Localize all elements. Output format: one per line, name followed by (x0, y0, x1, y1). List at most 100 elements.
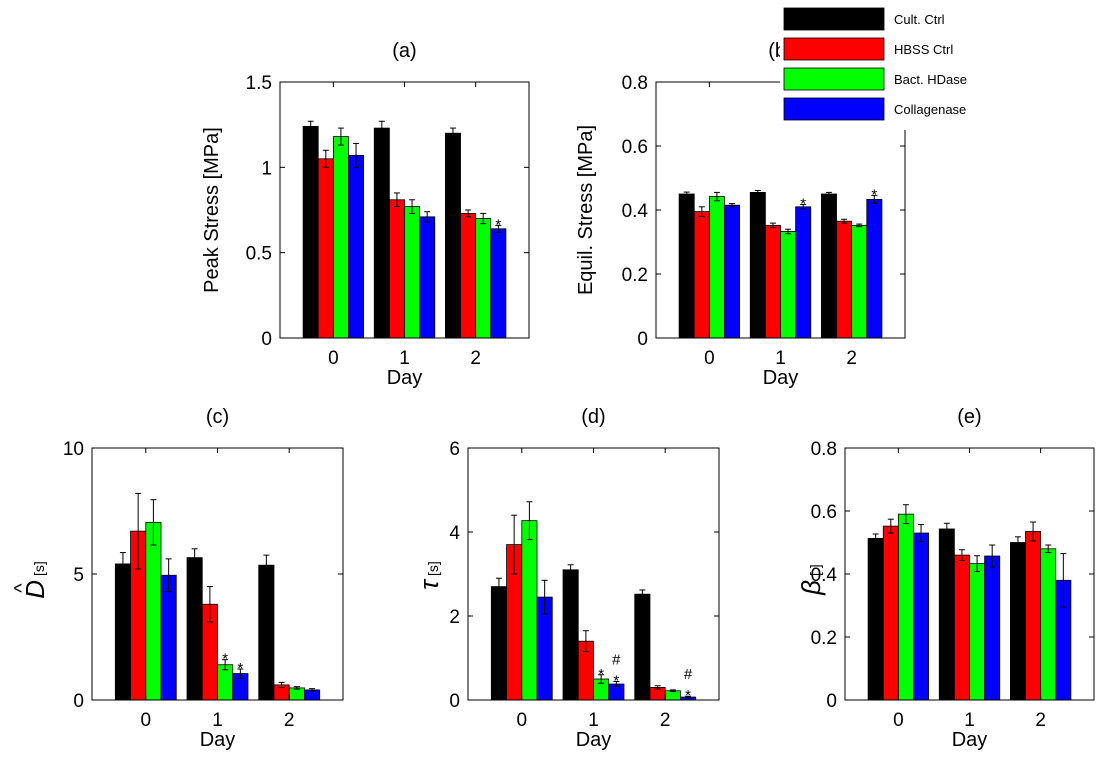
bar-cult-ctrl-day-1 (562, 569, 579, 701)
y-axis-label: τ [s] (414, 561, 444, 590)
y-tick-label: 0.4 (622, 201, 649, 222)
bar-cult-ctrl-day-2 (258, 564, 275, 701)
y-axis-unit: [s] (31, 561, 47, 576)
bar-hbss-ctrl-day-2 (1025, 531, 1042, 701)
bar-collagenase-day-0 (160, 574, 177, 701)
y-tick-label: 6 (449, 439, 460, 460)
x-tick-label: 0 (704, 348, 715, 369)
bar-collagenase-day-0 (724, 204, 740, 339)
bar-collagenase-day-2 (866, 199, 883, 339)
bar-collagenase-day-0 (348, 154, 364, 339)
bar-bact-hdase-day-2 (664, 690, 681, 701)
x-tick-label: 2 (846, 348, 857, 369)
y-tick-label: 0 (73, 691, 84, 712)
y-axis-label: D^ [s] (11, 561, 50, 599)
bar-bact-hdase-day-0 (521, 520, 538, 701)
y-axis-label: Equil. Stress [MPa] (575, 125, 597, 295)
bar-cult-ctrl-day-2 (1010, 542, 1026, 701)
y-tick-label: 5 (73, 565, 84, 586)
y-axis-symbol: τ (414, 578, 444, 590)
bar-bact-hdase-day-1 (969, 563, 986, 701)
bar-collagenase-day-1 (419, 216, 436, 339)
legend-entry: Cult. Ctrl (894, 12, 945, 27)
legend-swatch (783, 67, 885, 91)
y-tick-label: 1.5 (246, 73, 272, 94)
bar-hbss-ctrl-day-0 (317, 158, 334, 339)
bar-bact-hdase-day-2 (475, 218, 492, 339)
bar-hbss-ctrl-day-1 (953, 554, 970, 701)
bar-cult-ctrl-day-0 (867, 538, 884, 701)
bar-hbss-ctrl-day-0 (693, 211, 710, 339)
bar-cult-ctrl-day-2 (634, 593, 651, 701)
x-axis-label: Day (952, 729, 988, 751)
bar-bact-hdase-day-0 (708, 196, 725, 339)
bar-collagenase-day-0 (913, 532, 929, 701)
plots-group: * 0 0.5 1 1.5 0 1 2 Day (a) Peak Stress [MPa] * * 0 0.… (11, 40, 1095, 751)
y-tick-label: 0.8 (811, 439, 837, 460)
bar-cult-ctrl-day-1 (186, 557, 203, 701)
x-tick-label: 1 (964, 710, 975, 731)
bar-cult-ctrl-day-0 (490, 586, 507, 701)
y-axis-symbol: D (20, 580, 50, 599)
legend-swatch (783, 37, 885, 61)
y-tick-label: 0.6 (811, 502, 837, 523)
x-tick-label: 2 (284, 710, 295, 731)
significance-marker: * (685, 687, 691, 704)
bar-cult-ctrl-day-1 (749, 191, 766, 339)
bar-collagenase-day-1 (795, 206, 812, 339)
bar-cult-ctrl-day-1 (938, 528, 955, 701)
y-tick-label: 1 (261, 158, 272, 179)
bar-bact-hdase-day-0 (145, 521, 162, 701)
x-tick-label: 1 (588, 710, 599, 731)
x-axis-label: Day (763, 367, 799, 389)
x-tick-label: 1 (399, 348, 410, 369)
x-axis-label: Day (576, 729, 612, 751)
x-tick-label: 0 (140, 710, 151, 731)
legend-entry: Collagenase (894, 102, 966, 117)
chart-title: (d) (581, 406, 605, 428)
significance-marker: * (495, 216, 501, 233)
bar-hbss-ctrl-day-0 (882, 525, 899, 701)
significance-marker: # (684, 666, 693, 683)
significance-marker: * (237, 660, 243, 677)
legend-entry: HBSS Ctrl (894, 42, 953, 57)
x-tick-label: 0 (516, 710, 527, 731)
bar-bact-hdase-day-0 (332, 136, 349, 339)
significance-marker: * (613, 673, 619, 690)
y-tick-label: 2 (449, 607, 460, 628)
legend-entry: Bact. HDase (894, 72, 967, 87)
x-tick-label: 1 (775, 348, 786, 369)
bar-hbss-ctrl-day-1 (764, 224, 781, 339)
x-tick-label: 1 (212, 710, 223, 731)
significance-marker: # (612, 652, 621, 669)
significance-marker: * (598, 666, 604, 683)
bar-bact-hdase-day-2 (851, 224, 868, 339)
x-tick-label: 0 (893, 710, 904, 731)
y-tick-label: 0.4 (811, 565, 838, 586)
y-tick-label: 10 (63, 439, 84, 460)
y-axis-unit: [ ] (807, 564, 823, 576)
bar-hbss-ctrl-day-1 (388, 199, 405, 339)
y-axis-symbol-hat: ^ (11, 583, 33, 593)
y-axis-label: Peak Stress [MPa] (201, 127, 223, 293)
y-tick-label: 0.2 (622, 265, 648, 286)
x-tick-label: 2 (470, 348, 481, 369)
legend: Cult. Ctrl HBSS Ctrl Bact. HDase Collagenas… (780, 2, 1023, 130)
bar-collagenase-day-2 (490, 228, 507, 339)
bar-cult-ctrl-day-0 (302, 125, 319, 339)
bar-cult-ctrl-day-2 (445, 132, 461, 339)
y-tick-label: 0 (261, 329, 272, 350)
x-axis-label: Day (200, 729, 236, 751)
y-tick-label: 0.6 (622, 137, 648, 158)
bar-bact-hdase-day-1 (404, 206, 421, 339)
bar-collagenase-day-1 (984, 555, 1001, 701)
chart-4: 0 0.2 0.4 0.6 0.8 0 1 2 Day (e) β [ ] (796, 406, 1095, 751)
x-tick-label: 0 (328, 348, 339, 369)
x-tick-label: 2 (660, 710, 671, 731)
y-axis-label: β [ ] (796, 564, 826, 596)
bar-bact-hdase-day-2 (1040, 548, 1057, 701)
chart-3: * * # * #0 2 4 6 0 1 2 Day (d) τ [s] (414, 406, 720, 751)
x-axis-label: Day (387, 367, 423, 389)
